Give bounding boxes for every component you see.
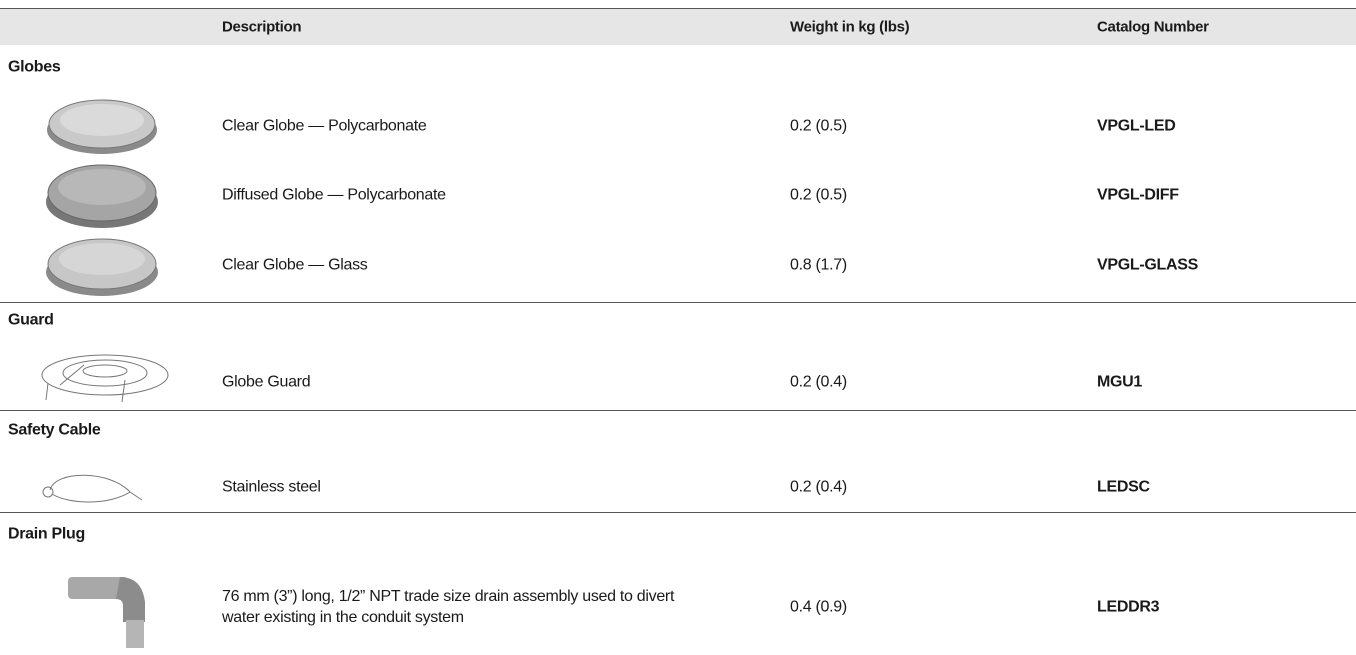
header-bg — [0, 8, 1356, 45]
item-weight: 0.4 (0.9) — [790, 598, 847, 616]
item-description: Clear Globe — Polycarbonate — [222, 117, 427, 135]
item-catalog: MGU1 — [1097, 373, 1143, 391]
guard-icon — [41, 354, 169, 403]
item-catalog: VPGL-GLASS — [1097, 256, 1199, 274]
item-weight: 0.2 (0.5) — [790, 186, 847, 204]
item-description: Globe Guard — [222, 373, 311, 391]
globe-icon — [46, 238, 158, 296]
item-weight: 0.2 (0.4) — [790, 478, 847, 496]
item-weight: 0.2 (0.5) — [790, 117, 847, 135]
column-header: Description — [222, 18, 302, 36]
section-title: Safety Cable — [8, 421, 101, 439]
globe-icon — [47, 99, 157, 154]
item-description: Stainless steel — [222, 478, 321, 496]
item-description: Clear Globe — Glass — [222, 256, 368, 274]
section-title: Globes — [8, 58, 61, 76]
item-description: Diffused Globe — Polycarbonate — [222, 186, 446, 204]
column-header: Catalog Number — [1097, 18, 1209, 36]
globe-icon — [46, 164, 158, 228]
drain-icon — [68, 577, 145, 648]
item-weight: 0.2 (0.4) — [790, 373, 847, 391]
cable-icon — [42, 474, 143, 503]
item-catalog: VPGL-DIFF — [1097, 186, 1179, 204]
item-catalog: VPGL-LED — [1097, 117, 1176, 135]
section-title: Drain Plug — [8, 525, 86, 543]
item-catalog: LEDDR3 — [1097, 598, 1160, 616]
section-title: Guard — [8, 311, 54, 329]
item-catalog: LEDSC — [1097, 478, 1150, 496]
column-header: Weight in kg (lbs) — [790, 18, 910, 36]
item-description: 76 mm (3”) long, 1/2” NPT trade size dra… — [222, 588, 675, 626]
item-weight: 0.8 (1.7) — [790, 256, 847, 274]
